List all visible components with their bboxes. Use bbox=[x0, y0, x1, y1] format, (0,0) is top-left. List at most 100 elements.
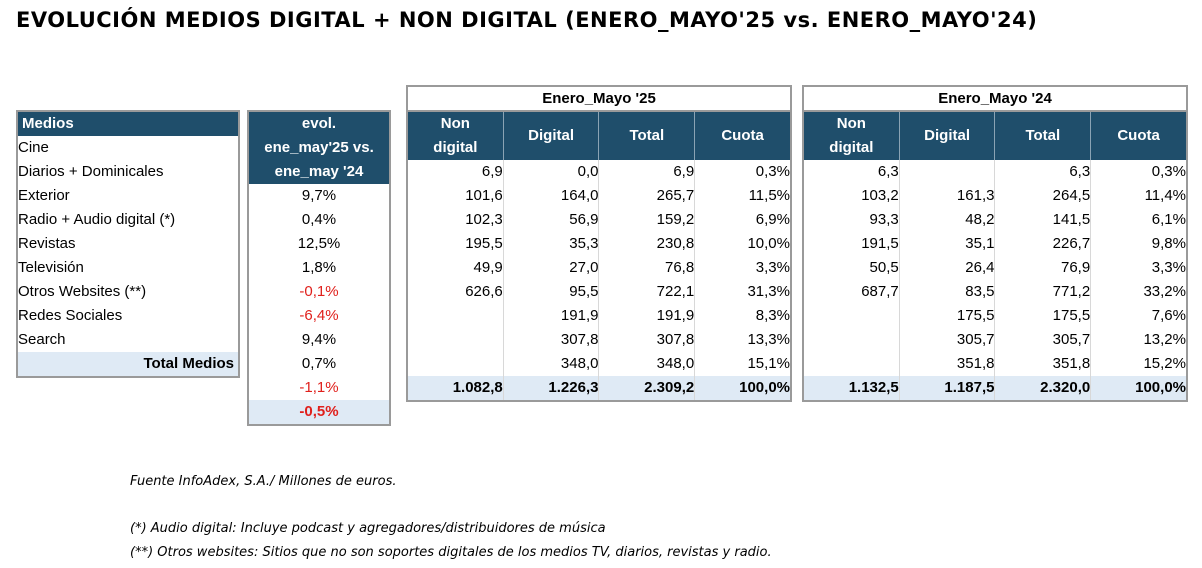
group-title-24: Enero_Mayo '24 bbox=[802, 85, 1188, 111]
total-total: 2.309,2 bbox=[598, 376, 695, 401]
table-row: 103,2 161,3 264,5 11,4% bbox=[803, 184, 1187, 208]
table-row: 351,8 351,8 15,2% bbox=[803, 352, 1187, 376]
cuota-cell: 13,3% bbox=[694, 328, 791, 352]
digital-cell: 48,2 bbox=[898, 208, 995, 232]
total-cell: 226,7 bbox=[994, 232, 1091, 256]
cuota-cell: 33,2% bbox=[1090, 280, 1187, 304]
total-cell: 771,2 bbox=[994, 280, 1091, 304]
medio-name: Otros Websites (**) bbox=[18, 283, 147, 300]
cuota-cell: 10,0% bbox=[694, 232, 791, 256]
table-row: 305,7 305,7 13,2% bbox=[803, 328, 1187, 352]
medio-name: Diarios + Dominicales bbox=[18, 163, 164, 180]
table-row: Cine bbox=[17, 136, 239, 160]
total-cell: 264,5 bbox=[994, 184, 1091, 208]
table-row: 0,7% bbox=[248, 352, 390, 376]
digital-cell: 95,5 bbox=[502, 280, 599, 304]
digital-cell: 175,5 bbox=[898, 304, 995, 328]
total-cell: 351,8 bbox=[994, 352, 1091, 376]
digital-cell: 35,1 bbox=[898, 232, 995, 256]
table-row: 9,4% bbox=[248, 328, 390, 352]
evol-table: evol. ene_may'25 vs. ene_may '24 9,7% 0,4… bbox=[247, 110, 391, 426]
digital-cell: 27,0 bbox=[502, 256, 599, 280]
table-row: 12,5% bbox=[248, 232, 390, 256]
table-row: 101,6 164,0 265,7 11,5% bbox=[407, 184, 791, 208]
cuota-cell: 8,3% bbox=[694, 304, 791, 328]
total-cell: 175,5 bbox=[994, 304, 1091, 328]
non-digital-cell bbox=[803, 304, 899, 328]
group-title-25: Enero_Mayo '25 bbox=[406, 85, 792, 111]
table-row: 307,8 307,8 13,3% bbox=[407, 328, 791, 352]
digital-cell: 191,9 bbox=[502, 304, 599, 328]
digital-cell: 351,8 bbox=[898, 352, 995, 376]
evol-value: -0,1% bbox=[299, 283, 339, 300]
non-digital-total: 1.132,5 bbox=[803, 376, 900, 401]
table-row: -0,1% bbox=[248, 280, 390, 304]
table-row: 175,5 175,5 7,6% bbox=[803, 304, 1187, 328]
medio-name: Revistas bbox=[18, 235, 76, 252]
table-row: 49,9 27,0 76,8 3,3% bbox=[407, 256, 791, 280]
digital-cell: 26,4 bbox=[898, 256, 995, 280]
medio-name: Search bbox=[18, 331, 66, 348]
total-cell: 76,8 bbox=[598, 256, 695, 280]
digital-cell: 0,0 bbox=[502, 160, 599, 184]
page-title: EVOLUCIÓN MEDIOS DIGITAL + NON DIGITAL (… bbox=[16, 8, 1038, 32]
digital-cell: 83,5 bbox=[898, 280, 995, 304]
table-row: 6,3 6,3 0,3% bbox=[803, 160, 1187, 184]
cuota-cell: 31,3% bbox=[694, 280, 791, 304]
header-digital-24: Digital bbox=[898, 111, 995, 160]
non-digital-cell: 49,9 bbox=[473, 259, 503, 276]
non-digital-cell bbox=[407, 352, 503, 376]
table-row: 191,5 35,1 226,7 9,8% bbox=[803, 232, 1187, 256]
header-non-digital-24: Non digital bbox=[803, 111, 900, 160]
total-cell: 348,0 bbox=[598, 352, 695, 376]
table-row: 195,5 35,3 230,8 10,0% bbox=[407, 232, 791, 256]
table-row: Search bbox=[17, 328, 239, 352]
non-digital-cell: 93,3 bbox=[869, 211, 899, 228]
header-medios: Medios bbox=[17, 111, 239, 136]
table-row: -6,4% bbox=[248, 304, 390, 328]
header-evol: evol. ene_may'25 vs. ene_may '24 bbox=[248, 111, 390, 184]
evol-value: 9,4% bbox=[301, 331, 337, 348]
digital-cell: 35,3 bbox=[502, 232, 599, 256]
cuota-cell: 7,6% bbox=[1090, 304, 1187, 328]
table-row: Otros Websites (**) bbox=[17, 280, 239, 304]
table-row: 348,0 348,0 15,1% bbox=[407, 352, 791, 376]
total-cell: 76,9 bbox=[994, 256, 1091, 280]
table-row: Televisión bbox=[17, 256, 239, 280]
non-digital-cell: 626,6 bbox=[465, 283, 503, 300]
cuota-cell: 3,3% bbox=[1090, 256, 1187, 280]
table-row: 1,8% bbox=[248, 256, 390, 280]
medio-name: Televisión bbox=[18, 259, 84, 276]
non-digital-cell bbox=[407, 328, 503, 352]
evol-value: 12,5% bbox=[297, 235, 341, 252]
table-row: Revistas bbox=[17, 232, 239, 256]
non-digital-cell bbox=[803, 352, 899, 376]
table-enero-mayo-25: Non digital Digital Total Cuota 6,9 0,0 6,… bbox=[406, 110, 792, 402]
total-cell: 722,1 bbox=[598, 280, 695, 304]
table-row: 102,3 56,9 159,2 6,9% bbox=[407, 208, 791, 232]
medio-name: Radio + Audio digital (*) bbox=[18, 211, 176, 228]
digital-total: 1.187,5 bbox=[898, 376, 995, 401]
cuota-cell: 6,9% bbox=[694, 208, 791, 232]
total-cell: 230,8 bbox=[598, 232, 695, 256]
table-row: 687,7 83,5 771,2 33,2% bbox=[803, 280, 1187, 304]
non-digital-cell: 103,2 bbox=[861, 187, 899, 204]
table-row: 0,4% bbox=[248, 208, 390, 232]
header-total-25: Total bbox=[598, 111, 695, 160]
header-digital-25: Digital bbox=[502, 111, 599, 160]
header-cuota-24: Cuota bbox=[1090, 111, 1187, 160]
digital-total: 1.226,3 bbox=[502, 376, 599, 401]
total-row: Total Medios bbox=[17, 352, 239, 377]
evol-value: 1,8% bbox=[301, 259, 337, 276]
digital-cell: 348,0 bbox=[502, 352, 599, 376]
total-cell: 305,7 bbox=[994, 328, 1091, 352]
medios-table: Medios Cine Diarios + Dominicales Exterior… bbox=[16, 110, 240, 378]
total-cell: 141,5 bbox=[994, 208, 1091, 232]
cuota-total: 100,0% bbox=[1090, 376, 1187, 401]
medio-name: Exterior bbox=[18, 187, 70, 204]
digital-cell: 307,8 bbox=[502, 328, 599, 352]
evol-value: 9,7% bbox=[301, 187, 337, 204]
table-row: 50,5 26,4 76,9 3,3% bbox=[803, 256, 1187, 280]
cuota-cell: 0,3% bbox=[694, 160, 791, 184]
table-row: 626,6 95,5 722,1 31,3% bbox=[407, 280, 791, 304]
